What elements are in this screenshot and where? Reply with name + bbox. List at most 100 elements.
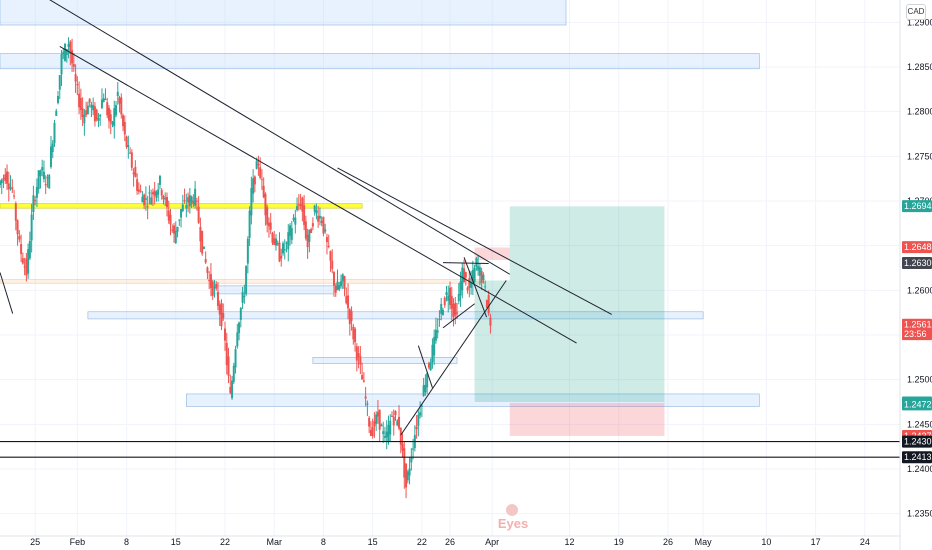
candle-body: [2, 178, 5, 180]
time-tick-label: Feb: [70, 537, 86, 547]
trend-line: [0, 272, 14, 314]
candle-body: [399, 427, 402, 445]
candle-body: [120, 97, 123, 115]
candle-body: [320, 220, 323, 223]
candle-body: [250, 188, 253, 216]
trend-line: [337, 167, 612, 315]
candle-body: [327, 246, 330, 248]
candle-body: [6, 171, 9, 184]
candle-body: [290, 228, 293, 240]
candle-body: [164, 198, 167, 200]
price-axis[interactable]: 1.235001.240001.245001.250001.255001.260…: [899, 0, 932, 550]
currency-badge[interactable]: CAD: [906, 4, 926, 20]
candle-body: [83, 114, 86, 124]
candle-body: [141, 196, 144, 203]
candle-body: [285, 242, 288, 244]
price-label-bg: [902, 328, 932, 341]
candle-body: [197, 206, 200, 223]
candle-body: [58, 75, 61, 90]
candle-body: [211, 281, 214, 296]
time-axis[interactable]: 25 Feb 8 15 22 Mar 8 15 22 26 Apr 12 19 26 May 10 17 24: [0, 535, 900, 547]
candle-body: [236, 332, 239, 347]
candle-body: [86, 105, 89, 115]
price-labels: 1.269421.264831.263061.2561523:561.24745…: [902, 200, 932, 464]
candle-body: [99, 114, 102, 117]
candle-body: [127, 145, 130, 148]
candle-body: [366, 403, 369, 405]
candle-body: [489, 317, 492, 326]
price-tick-label: 1.29000: [907, 17, 932, 27]
candle-body: [354, 328, 357, 343]
candle-body: [398, 416, 401, 429]
candle-body: [9, 187, 12, 189]
candle-body: [72, 64, 75, 67]
candle-body: [187, 197, 190, 203]
candle-body: [282, 243, 285, 254]
candle-body: [185, 205, 188, 209]
candle-body: [190, 196, 193, 203]
candle-body: [132, 172, 135, 175]
candle-body: [39, 170, 42, 177]
trend-lines: [0, 0, 612, 436]
candle-body: [122, 115, 125, 127]
candle-body: [209, 274, 212, 288]
candle-body: [78, 93, 81, 108]
candle-body: [463, 268, 466, 283]
candle-body: [260, 179, 263, 181]
zone-blue: [0, 0, 567, 26]
candle-body: [153, 190, 156, 196]
price-label: 1.26306: [904, 258, 932, 268]
time-tick-label: 12: [565, 537, 575, 547]
candle-body: [454, 302, 457, 316]
candle-body: [278, 242, 281, 262]
candle-body: [311, 223, 314, 227]
candle-body: [246, 238, 249, 264]
candle-body: [46, 177, 49, 179]
candle-body: [376, 411, 379, 417]
candle-body: [213, 287, 216, 289]
candle-body: [362, 380, 365, 382]
candle-body: [25, 258, 28, 276]
candle-body: [136, 179, 139, 191]
candle-body: [433, 336, 436, 356]
candle-body: [67, 43, 70, 47]
candle-body: [201, 230, 204, 254]
candle-body: [389, 420, 392, 435]
candle-body: [345, 296, 348, 304]
candle-body: [429, 362, 432, 371]
candle-body: [392, 416, 395, 426]
candle-body: [343, 276, 346, 289]
price-label: 23:56: [904, 329, 927, 339]
trend-line: [417, 345, 433, 388]
candle-body: [195, 200, 198, 202]
candle-body: [266, 207, 269, 225]
candle-body: [383, 436, 386, 438]
candle-body: [255, 160, 258, 169]
candle-body: [206, 267, 209, 273]
candle-body: [318, 215, 321, 219]
candle-body: [369, 429, 372, 436]
price-tick-label: 1.25000: [907, 375, 932, 385]
grid: [0, 0, 900, 536]
candle-body: [431, 344, 434, 363]
position-box-green: [509, 206, 665, 402]
candle-body: [405, 463, 408, 488]
candle-body: [334, 285, 337, 293]
candle-body: [317, 215, 320, 222]
candle-body: [352, 326, 355, 340]
candle-body: [396, 420, 399, 426]
candle-body: [325, 237, 328, 243]
candle-body: [313, 205, 316, 212]
candle-body: [109, 114, 112, 123]
candle-body: [262, 185, 265, 198]
candle-body: [267, 222, 270, 227]
candle-body: [380, 424, 383, 427]
candle-body: [216, 292, 219, 306]
candle-body: [434, 329, 437, 341]
zone-blue: [0, 53, 760, 70]
candle-body: [445, 292, 448, 295]
candle-body: [62, 51, 65, 55]
canada-flag-icon: [506, 504, 518, 516]
candle-body: [143, 194, 146, 206]
